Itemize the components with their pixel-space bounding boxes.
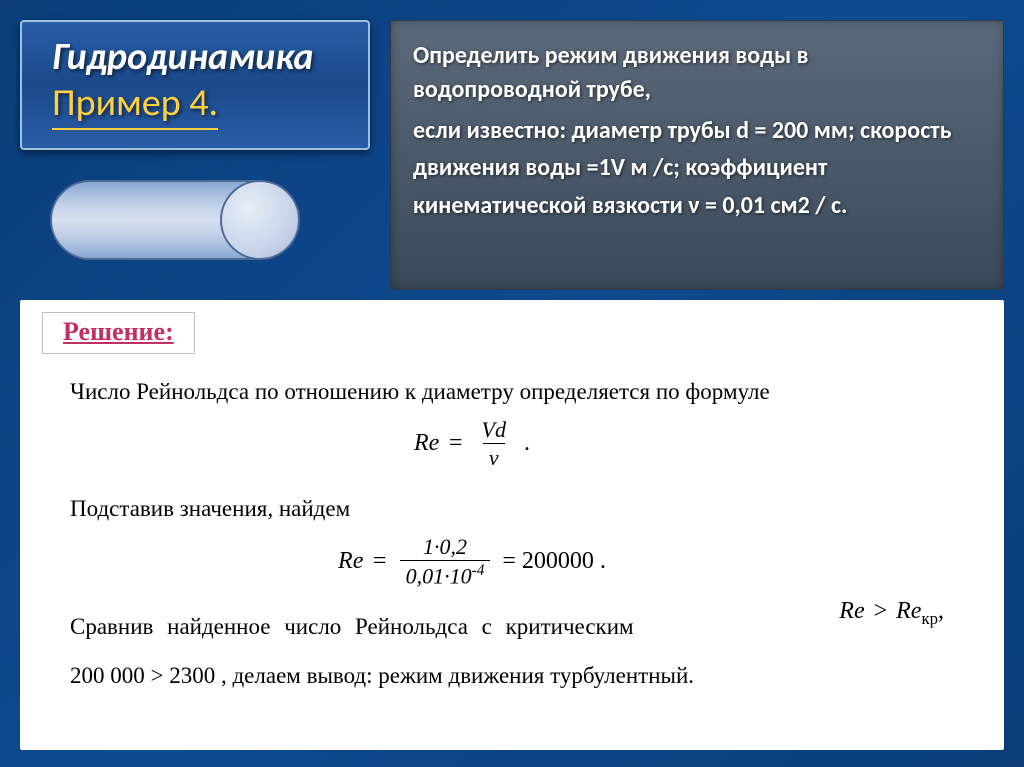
top-row: Гидродинамика Пример 4. Определить режим… <box>0 0 1024 300</box>
solution-area: Решение: Число Рейнольдса по отношению к… <box>20 300 1004 750</box>
f2-num: 1·0,2 <box>417 534 473 560</box>
left-column: Гидродинамика Пример 4. <box>0 0 380 300</box>
equals-sign: = <box>447 430 463 457</box>
problem-statement: Определить режим движения воды в водопро… <box>390 20 1004 290</box>
title-sub: Пример 4. <box>52 80 218 130</box>
problem-rest: если известно: диаметр трубы d = 200 мм;… <box>413 112 981 224</box>
f1-num: Vd <box>476 417 512 443</box>
f1-den: ν <box>483 443 505 470</box>
solution-header: Решение: <box>42 312 195 354</box>
title-main: Гидродинамика <box>52 34 348 80</box>
compare-expr: Re > Reкр, <box>839 598 944 629</box>
pipe-diagram <box>50 180 370 260</box>
f1-lhs: Re <box>414 430 439 457</box>
f1-tail: . <box>524 430 530 457</box>
solution-line3b: 200 000 > 2300 , делаем вывод: режим дви… <box>70 660 974 691</box>
f1-fraction: Vd ν <box>476 417 512 471</box>
pipe-body <box>50 180 260 260</box>
solution-line2: Подставив значения, найдем <box>70 493 974 524</box>
f2-lhs: Re <box>338 548 363 575</box>
title-card: Гидродинамика Пример 4. <box>20 20 370 150</box>
problem-lead: Определить режим движения воды в водопро… <box>413 39 981 106</box>
solution-line1: Число Рейнольдса по отношению к диаметру… <box>70 376 974 407</box>
formula-2: Re = 1·0,2 0,01·10-4 = 200000 . <box>0 534 974 589</box>
formula-1: Re = Vd ν . <box>0 417 974 471</box>
pipe-end <box>220 180 300 260</box>
f2-rhs: = 200000 . <box>502 548 606 575</box>
equals-sign: = <box>371 548 387 575</box>
f2-fraction: 1·0,2 0,01·10-4 <box>400 534 491 589</box>
f2-den: 0,01·10-4 <box>400 560 491 589</box>
